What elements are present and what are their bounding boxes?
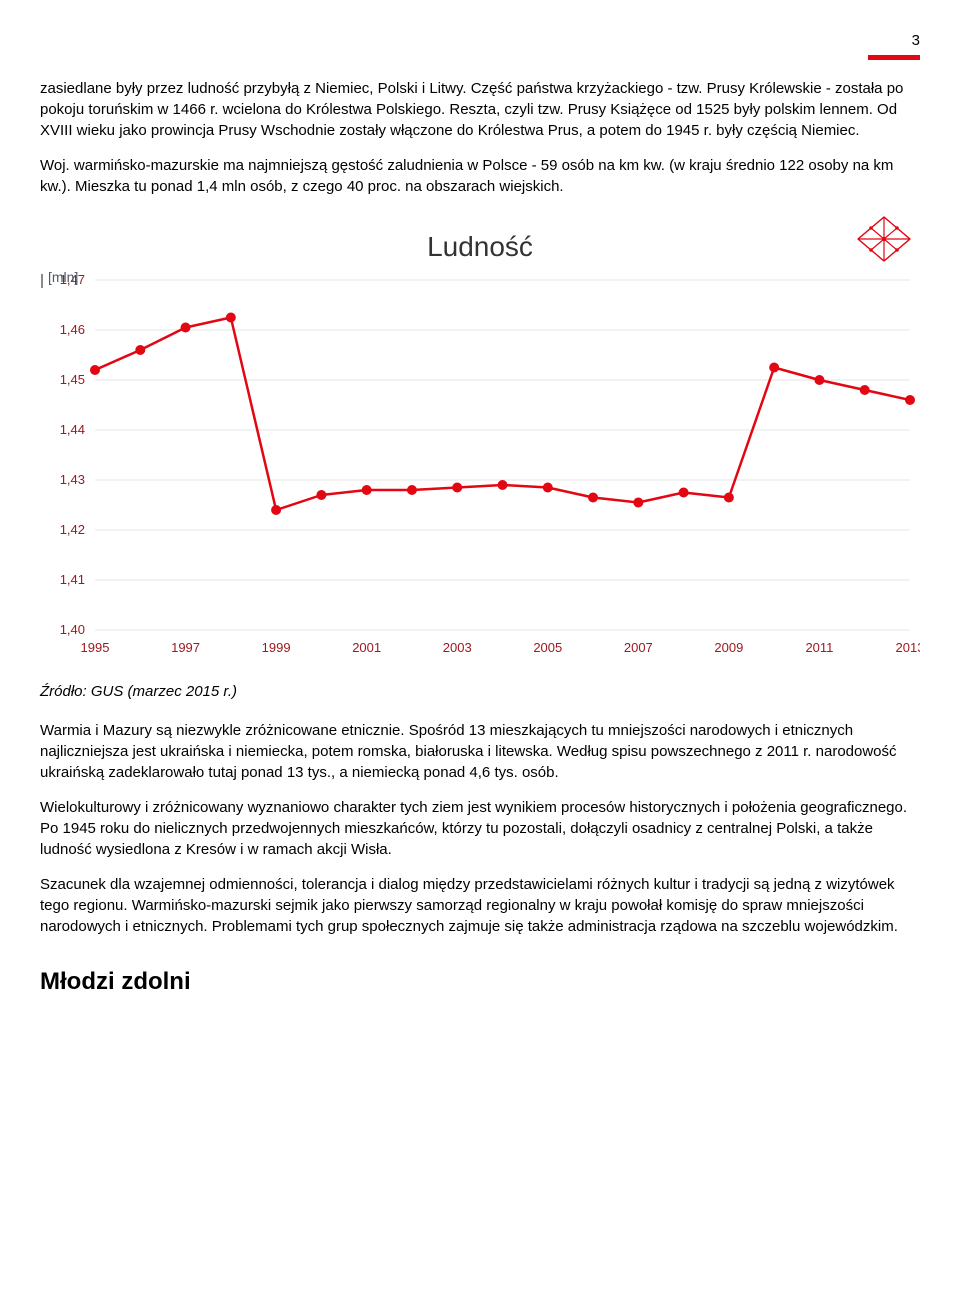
- svg-text:2009: 2009: [714, 640, 743, 655]
- svg-text:1,42: 1,42: [60, 522, 85, 537]
- svg-text:1,43: 1,43: [60, 472, 85, 487]
- chart-title: Ludność: [427, 227, 533, 266]
- svg-text:1,46: 1,46: [60, 322, 85, 337]
- svg-text:1,45: 1,45: [60, 372, 85, 387]
- svg-text:2013: 2013: [896, 640, 920, 655]
- svg-text:1,41: 1,41: [60, 572, 85, 587]
- svg-text:1,40: 1,40: [60, 622, 85, 637]
- svg-text:2003: 2003: [443, 640, 472, 655]
- svg-text:2001: 2001: [352, 640, 381, 655]
- svg-text:1,44: 1,44: [60, 422, 85, 437]
- decorative-ornament-icon: [856, 215, 912, 263]
- population-chart: Ludność 1,471,461,451,441,431,421,411,40…: [40, 217, 920, 665]
- chart-canvas: 1,471,461,451,441,431,421,411,40[mln]199…: [40, 270, 920, 665]
- svg-text:2005: 2005: [533, 640, 562, 655]
- paragraph-3: Warmia i Mazury są niezwykle zróżnicowan…: [40, 720, 920, 783]
- svg-text:[mln]: [mln]: [48, 270, 78, 285]
- paragraph-4: Wielokulturowy i zróżnicowany wyznaniowo…: [40, 797, 920, 860]
- svg-text:2007: 2007: [624, 640, 653, 655]
- section-heading: Młodzi zdolni: [40, 965, 920, 999]
- paragraph-2: Woj. warmińsko-mazurskie ma najmniejszą …: [40, 155, 920, 197]
- paragraph-5: Szacunek dla wzajemnej odmienności, tole…: [40, 874, 920, 937]
- header-red-bar: [868, 55, 920, 60]
- chart-source: Źródło: GUS (marzec 2015 r.): [40, 681, 920, 702]
- svg-text:1997: 1997: [171, 640, 200, 655]
- page-number: 3: [40, 30, 920, 51]
- paragraph-1: zasiedlane były przez ludność przybyłą z…: [40, 78, 920, 141]
- svg-text:2011: 2011: [805, 640, 833, 655]
- svg-text:1995: 1995: [81, 640, 110, 655]
- svg-text:1999: 1999: [262, 640, 291, 655]
